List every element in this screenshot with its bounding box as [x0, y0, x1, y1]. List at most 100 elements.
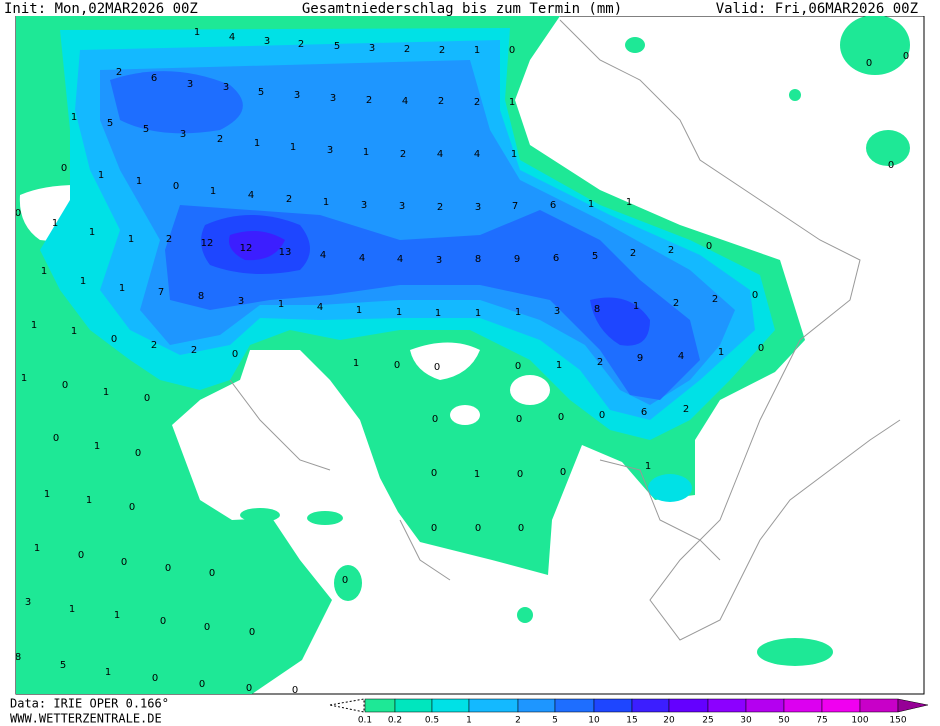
grid-value: 1	[290, 142, 296, 153]
grid-value: 1	[509, 97, 515, 108]
grid-value: 0	[432, 414, 438, 425]
legend: 0.1 0.2 0.5 1 2 5 10 15 20 25 30 50 75 100 150	[358, 698, 929, 726]
legend-label: 2	[515, 716, 521, 726]
init-time: Init: Mon,02MAR2026 00Z	[4, 1, 198, 17]
grid-value: 3	[330, 93, 336, 104]
grid-value: 5	[107, 118, 113, 129]
grid-value: 8	[594, 304, 600, 315]
grid-value: 8	[475, 254, 481, 265]
grid-value: 0	[516, 414, 522, 425]
grid-value: 0	[394, 360, 400, 371]
grid-value: 0	[160, 616, 166, 627]
grid-value: 1	[119, 283, 125, 294]
grid-value: 2	[668, 245, 674, 256]
grid-value: 0	[758, 343, 764, 354]
grid-value: 0	[342, 575, 348, 586]
grid-value: 2	[438, 96, 444, 107]
grid-value: 0	[165, 563, 171, 574]
grid-value: 3	[187, 79, 193, 90]
grid-value: 3	[361, 200, 367, 211]
grid-value: 1	[435, 308, 441, 319]
grid-value: 12	[201, 238, 214, 249]
grid-value: 2	[298, 39, 304, 50]
grid-value: 4	[229, 32, 235, 43]
grid-value: 5	[143, 124, 149, 135]
grid-value: 6	[553, 253, 559, 264]
grid-value: 0	[173, 181, 179, 192]
grid-value: 0	[62, 380, 68, 391]
grid-value: 2	[630, 248, 636, 259]
grid-value: 0	[866, 58, 872, 69]
grid-value: 2	[151, 340, 157, 351]
grid-value: 1	[363, 147, 369, 158]
grid-value: 9	[514, 254, 520, 265]
grid-value: 1	[210, 186, 216, 197]
website: WWW.WETTERZENTRALE.DE	[10, 712, 162, 726]
grid-value: 1	[69, 604, 75, 615]
legend-label: 75	[816, 716, 827, 726]
grid-value: 0	[204, 622, 210, 633]
legend-swatch	[364, 698, 396, 713]
legend-swatch	[631, 698, 670, 713]
grid-value: 4	[397, 254, 403, 265]
grid-value: 3	[25, 597, 31, 608]
grid-value: 0	[509, 45, 515, 56]
grid-value: 1	[353, 358, 359, 369]
grid-value: 3	[436, 255, 442, 266]
legend-label: 50	[778, 716, 790, 726]
grid-value: 0	[292, 685, 298, 696]
grid-value: 12	[240, 243, 253, 254]
grid-value: 0	[61, 163, 67, 174]
grid-value: 1	[323, 197, 329, 208]
legend-label: 25	[702, 716, 713, 726]
grid-value: 1	[52, 218, 58, 229]
grid-value: 2	[166, 234, 172, 245]
legend-swatch	[745, 698, 785, 713]
legend-swatch	[859, 698, 899, 713]
grid-value: 1	[633, 301, 639, 312]
legend-label: 15	[626, 716, 637, 726]
grid-value: 7	[512, 201, 518, 212]
legend-swatch	[783, 698, 823, 713]
grid-value: 1	[128, 234, 134, 245]
grid-value: 1	[21, 373, 27, 384]
grid-value: 0	[15, 208, 21, 219]
grid-value: 1	[474, 469, 480, 480]
grid-value: 4	[320, 250, 326, 261]
legend-swatch	[593, 698, 633, 713]
grid-value: 4	[317, 302, 323, 313]
data-source: Data: IRIE OPER 0.166°	[10, 697, 169, 711]
grid-value: 0	[706, 241, 712, 252]
grid-value: 2	[437, 202, 443, 213]
grid-value: 5	[60, 660, 66, 671]
grid-value: 2	[439, 45, 445, 56]
grid-value: 1	[44, 489, 50, 500]
grid-value: 0	[434, 362, 440, 373]
grid-value: 1	[105, 667, 111, 678]
grid-value: 3	[399, 201, 405, 212]
grid-value: 4	[248, 190, 254, 201]
grid-value: 1	[86, 495, 92, 506]
grid-value: 1	[475, 308, 481, 319]
grid-value: 3	[223, 82, 229, 93]
grid-value: 2	[217, 134, 223, 145]
grid-value: 2	[191, 345, 197, 356]
valid-time: Valid: Fri,06MAR2026 00Z	[716, 1, 918, 17]
legend-label: 5	[552, 716, 558, 726]
grid-value: 0	[246, 683, 252, 694]
grid-value: 3	[294, 90, 300, 101]
grid-value: 0	[53, 433, 59, 444]
legend-label: 100	[851, 716, 868, 726]
grid-value: 6	[641, 407, 647, 418]
grid-value: 1	[31, 320, 37, 331]
grid-value: 5	[258, 87, 264, 98]
grid-value: 2	[712, 294, 718, 305]
grid-value: 4	[474, 149, 480, 160]
grid-value: 1	[98, 170, 104, 181]
grid-value: 0	[888, 160, 894, 171]
grid-value: 0	[903, 51, 909, 62]
legend-swatch	[394, 698, 433, 713]
legend-label: 150	[889, 716, 906, 726]
